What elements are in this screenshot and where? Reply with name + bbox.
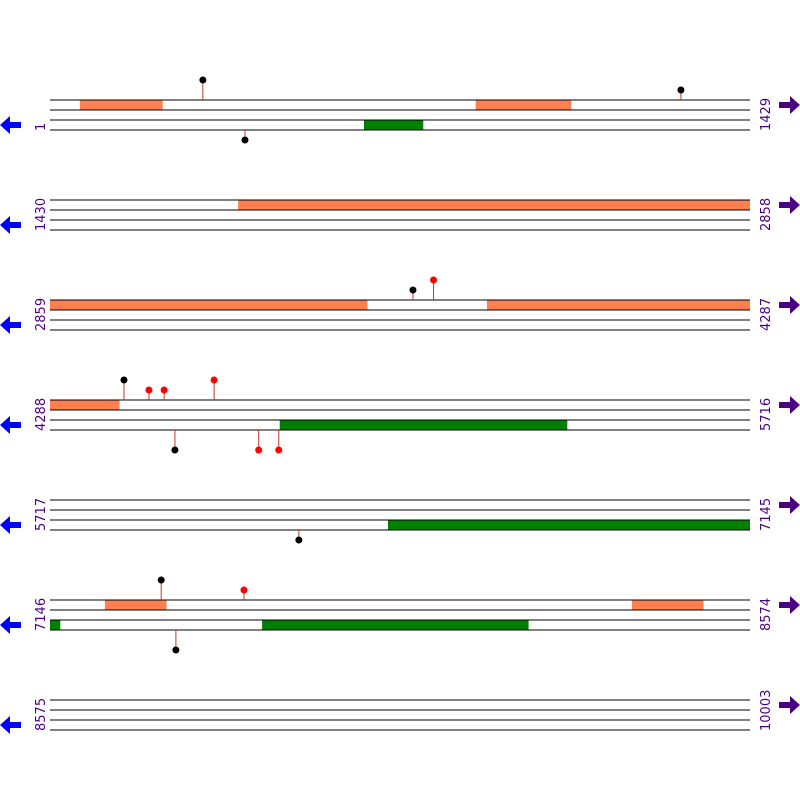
site-marker xyxy=(210,376,218,384)
forward-arrow xyxy=(779,296,800,314)
forward-arrow xyxy=(779,696,800,714)
reverse-arrow xyxy=(0,716,21,734)
reverse-arrow xyxy=(0,316,21,334)
bottom-feature xyxy=(279,420,568,430)
row-end-label: 4287 xyxy=(759,298,774,331)
site-marker xyxy=(145,386,153,394)
forward-arrow xyxy=(779,196,800,214)
bottom-feature xyxy=(363,120,424,130)
site-marker xyxy=(172,646,180,654)
row-end-label: 7145 xyxy=(759,498,774,531)
site-marker xyxy=(160,386,168,394)
site-marker xyxy=(157,576,165,584)
reverse-arrow xyxy=(0,216,21,234)
site-marker xyxy=(430,276,438,284)
row-start-label: 8575 xyxy=(34,698,49,731)
forward-arrow xyxy=(779,96,800,114)
top-feature xyxy=(104,600,167,610)
bottom-feature xyxy=(387,520,750,530)
forward-arrow xyxy=(779,596,800,614)
site-marker xyxy=(677,86,685,94)
row-start-label: 4288 xyxy=(34,398,49,431)
site-marker xyxy=(240,586,248,594)
row-end-label: 2858 xyxy=(759,198,774,231)
row-end-label: 10003 xyxy=(759,690,774,731)
reverse-arrow xyxy=(0,516,21,534)
top-feature xyxy=(238,200,750,210)
site-marker xyxy=(120,376,128,384)
row-start-label: 2859 xyxy=(34,298,49,331)
site-marker xyxy=(171,446,179,454)
forward-arrow xyxy=(779,496,800,514)
row-start-label: 1430 xyxy=(34,198,49,231)
row-end-label: 8574 xyxy=(759,598,774,631)
row-end-label: 1429 xyxy=(759,98,774,131)
top-feature xyxy=(475,100,572,110)
top-feature xyxy=(631,600,704,610)
reverse-arrow xyxy=(0,116,21,134)
site-marker xyxy=(199,76,207,84)
bottom-feature xyxy=(50,620,61,630)
site-marker xyxy=(275,446,283,454)
reverse-arrow xyxy=(0,416,21,434)
bottom-feature xyxy=(262,620,529,630)
row-start-label: 1 xyxy=(34,123,49,131)
row-end-label: 5716 xyxy=(759,398,774,431)
reverse-arrow xyxy=(0,616,21,634)
row-start-label: 7146 xyxy=(34,598,49,631)
top-feature xyxy=(79,100,163,110)
site-marker xyxy=(241,136,249,144)
top-feature xyxy=(50,400,120,410)
forward-arrow xyxy=(779,396,800,414)
site-marker xyxy=(409,286,417,294)
site-marker xyxy=(255,446,263,454)
top-feature xyxy=(486,300,750,310)
row-start-label: 5717 xyxy=(34,498,49,531)
site-marker xyxy=(295,536,303,544)
top-feature xyxy=(50,300,368,310)
